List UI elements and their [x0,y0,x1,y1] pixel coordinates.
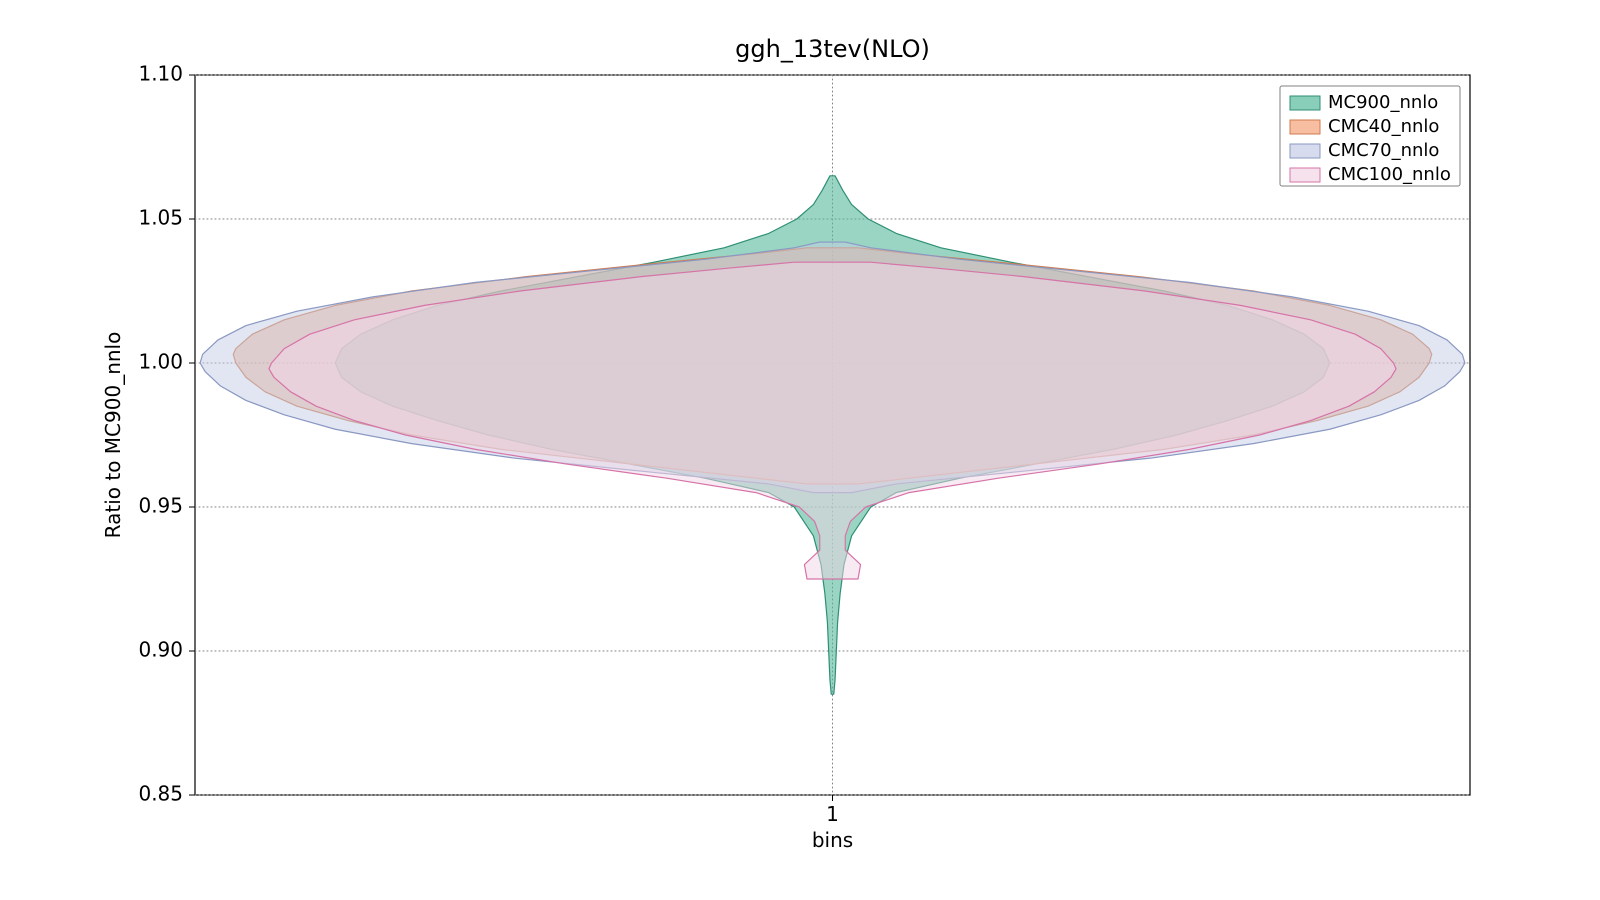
violin-CMC100_nnlo [269,262,1396,579]
ytick-label: 1.05 [138,206,183,230]
legend: MC900_nnlo CMC40_nnlo CMC70_nnlo CMC100_nnl… [1280,86,1460,186]
legend-swatch [1290,168,1320,182]
legend-label: CMC40_nnlo [1328,116,1439,137]
xtick-label: 1 [826,802,839,826]
legend-label: MC900_nnlo [1328,92,1438,113]
ytick-label: 0.85 [138,782,183,806]
legend-swatch [1290,144,1320,158]
x-axis-label: bins [812,828,853,852]
ytick-label: 1.10 [138,62,183,86]
y-axis-label: Ratio to MC900_nnlo [101,332,125,539]
chart-container: 0.85 0.90 0.95 1.00 1.05 1.10 1 ggh_13tev(NLO)b… [0,0,1600,900]
legend-swatch [1290,96,1320,110]
legend-label: CMC100_nnlo [1328,164,1451,185]
ytick-label: 1.00 [138,350,183,374]
legend-label: CMC70_nnlo [1328,140,1439,161]
ytick-label: 0.95 [138,494,183,518]
ytick-label: 0.90 [138,638,183,662]
violins-group [200,176,1465,694]
violin-chart: 0.85 0.90 0.95 1.00 1.05 1.10 1 ggh_13tev(NLO)b… [0,0,1600,900]
legend-swatch [1290,120,1320,134]
chart-title: ggh_13tev(NLO) [735,35,930,63]
